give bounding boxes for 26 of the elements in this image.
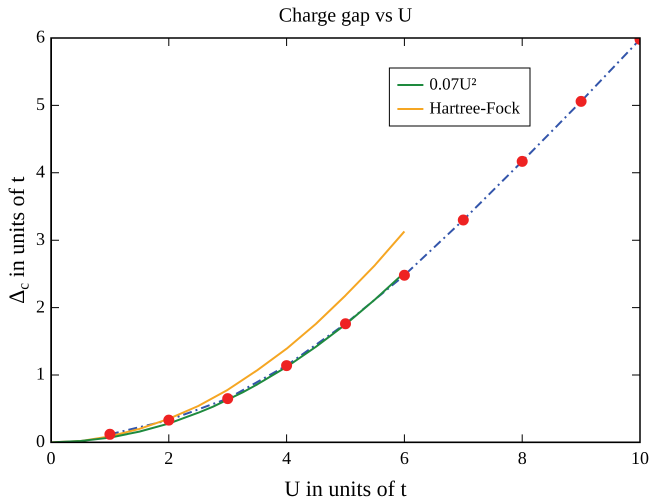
point [163,414,174,426]
y-tick-label: 0 [36,431,45,452]
y-tick-label: 1 [36,364,45,384]
legend-label: Hartree-Fock [429,98,520,118]
chart-title: Charge gap vs U [278,4,413,26]
point [222,393,234,404]
y-tick-label: 2 [36,296,45,316]
x-tick-label: 10 [631,448,649,468]
y-tick-label: 3 [36,228,45,249]
x-axis-title: U in units of t [284,476,407,501]
point [281,360,292,372]
point [398,270,410,281]
x-tick-label: 8 [518,448,527,468]
y-tick-label: 4 [36,162,45,182]
x-tick-label: 2 [164,448,174,468]
y-axis-title: Δc in units of t [4,176,33,304]
point [340,318,351,330]
y-tick-label: 5 [36,94,45,114]
point [576,96,587,107]
x-tick-label: 4 [282,448,292,468]
point [104,428,116,440]
x-tick-label: 6 [400,448,409,468]
point [516,156,528,167]
y-tick-label: 6 [36,26,45,47]
point [458,214,469,226]
legend-label: 0.07U² [429,74,477,94]
